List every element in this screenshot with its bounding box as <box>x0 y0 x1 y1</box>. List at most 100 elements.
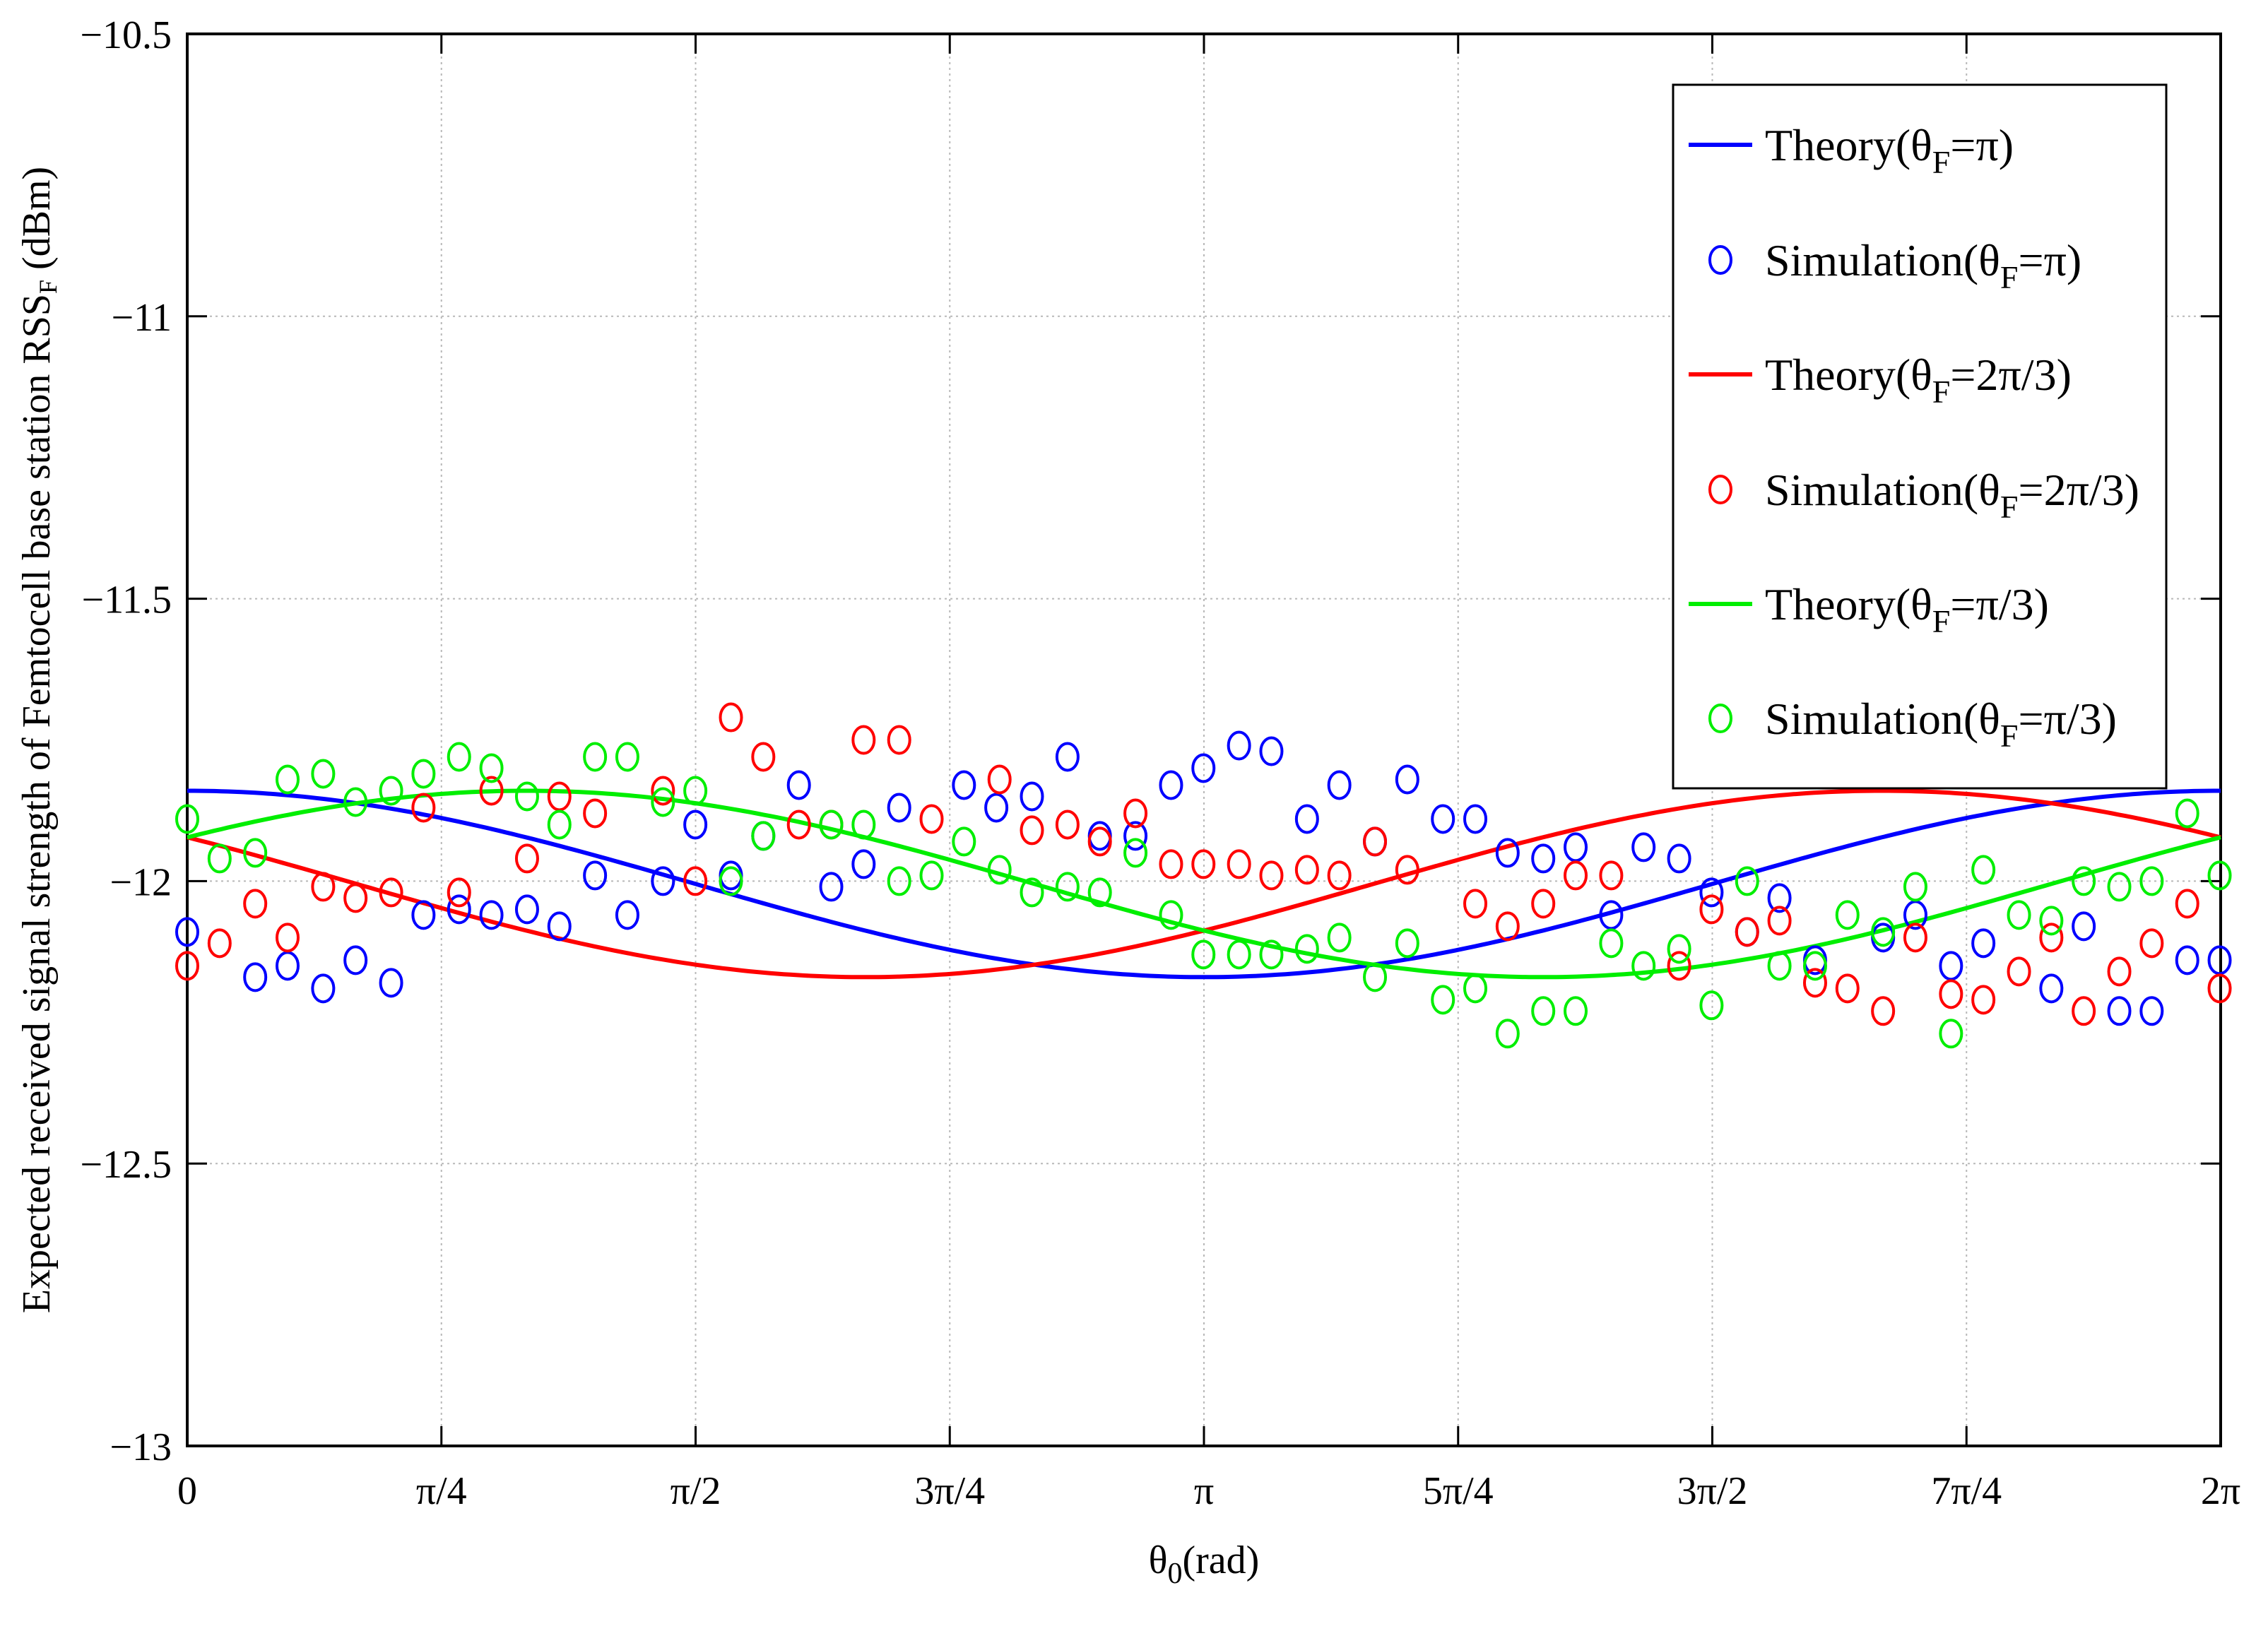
sim-marker-green <box>547 809 572 840</box>
sim-marker-blue <box>411 900 436 930</box>
sim-marker-blue <box>583 860 608 891</box>
sim-marker-green <box>175 804 199 834</box>
sim-marker-blue <box>1123 821 1148 851</box>
sim-marker-blue <box>2072 911 2096 942</box>
sim-marker-red <box>1871 996 1896 1026</box>
sim-marker-green <box>2072 866 2096 896</box>
sim-marker-green <box>987 855 1012 885</box>
sim-marker-red <box>1055 809 1080 840</box>
sim-marker-green <box>1159 900 1183 930</box>
sim-marker-green <box>1835 900 1860 930</box>
y-axis-label-rest: (dBm) <box>15 167 59 280</box>
theory-line-blue <box>187 788 2221 980</box>
x-tick-label: 0 <box>177 1469 197 1513</box>
sim-marker-red <box>1123 798 1148 829</box>
y-axis-label-sub: F <box>34 280 62 294</box>
sim-marker-blue <box>1971 928 1996 959</box>
sim-marker-green <box>2007 900 2031 930</box>
x-tick-label: 5π/4 <box>1423 1469 1494 1513</box>
sim-marker-green <box>1531 996 1556 1026</box>
sim-marker-green <box>1327 923 1352 953</box>
legend-marker-green <box>1708 704 1732 733</box>
legend-marker-red <box>1708 475 1732 504</box>
sim-marker-blue <box>1191 753 1216 783</box>
sim-marker-red <box>1599 860 1624 891</box>
x-tick-label: π/4 <box>416 1469 467 1513</box>
sim-marker-green <box>1564 996 1588 1026</box>
sim-marker-green <box>819 809 844 840</box>
x-axis-label-sub: 0 <box>1168 1558 1183 1590</box>
sim-marker-red <box>919 804 944 834</box>
sim-marker-green <box>1463 973 1488 1004</box>
sim-marker-blue <box>1294 804 1319 834</box>
sim-marker-blue <box>243 962 268 992</box>
sim-marker-green <box>1020 877 1044 908</box>
legend-box <box>1672 83 2168 790</box>
sim-marker-red <box>2072 996 2096 1026</box>
sim-marker-red <box>1363 826 1388 857</box>
x-axis-label: θ0(rad) <box>1149 1538 1260 1590</box>
sim-marker-red <box>1395 855 1419 885</box>
legend-theory-label-green-main: Theory(θ <box>1765 579 1932 629</box>
sim-marker-blue <box>819 872 844 902</box>
sim-marker-red <box>1087 826 1112 857</box>
sim-marker-green <box>275 764 300 795</box>
sim-marker-red <box>1667 951 1691 981</box>
legend-sim-label-red-rest: =2π/3) <box>2018 465 2139 515</box>
legend-theory-label-red-rest: =2π/3) <box>1950 350 2072 400</box>
sim-marker-red <box>1835 973 1860 1004</box>
sim-marker-green <box>1294 934 1319 964</box>
sim-marker-green <box>583 742 608 772</box>
sim-marker-blue <box>379 968 403 998</box>
sim-marker-red <box>1327 860 1352 891</box>
y-axis-label: Expected received signal strength of Fem… <box>15 167 62 1313</box>
sim-marker-green <box>651 787 675 817</box>
sim-marker-green <box>1767 951 1792 981</box>
sim-marker-blue <box>1227 730 1251 761</box>
sim-marker-blue <box>2139 996 2164 1026</box>
sim-marker-red <box>1294 855 1319 885</box>
legend-theory-label-green: Theory(θF=π/3) <box>1765 579 2049 639</box>
legend-sim-label-green: Simulation(θF=π/3) <box>1765 694 2117 754</box>
sim-marker-red <box>1259 860 1284 891</box>
sim-marker-green <box>1123 838 1148 868</box>
x-tick-label: 7π/4 <box>1931 1469 2002 1513</box>
sim-marker-green <box>2107 872 2132 902</box>
legend-theory-label-red-sub: F <box>1932 374 1951 410</box>
sim-marker-blue <box>1463 804 1488 834</box>
sim-marker-blue <box>1431 804 1455 834</box>
sim-marker-red <box>1020 815 1044 846</box>
sim-marker-red <box>411 793 436 823</box>
sim-marker-green <box>2175 798 2199 829</box>
sim-marker-green <box>1735 866 1759 896</box>
sim-marker-red <box>987 764 1012 795</box>
sim-marker-red <box>2139 928 2164 959</box>
sim-marker-blue <box>1667 843 1691 874</box>
x-tick-label: π/2 <box>671 1469 721 1513</box>
sim-marker-green <box>1802 951 1827 981</box>
x-tick-label: 3π/4 <box>914 1469 985 1513</box>
legend-sim-label-red: Simulation(θF=2π/3) <box>1765 465 2139 525</box>
legend-sim-label-blue-main: Simulation(θ <box>1765 235 2000 285</box>
sim-marker-green <box>411 759 436 789</box>
legend-theory-label-blue-main: Theory(θ <box>1765 120 1932 170</box>
sim-marker-green <box>2139 866 2164 896</box>
y-tick-label: −11 <box>111 296 172 340</box>
sim-marker-red <box>311 872 336 902</box>
sim-marker-blue <box>651 866 675 896</box>
legend-sim-label-green-rest: =π/3) <box>2018 694 2117 744</box>
sim-marker-green <box>1939 1019 1963 1049</box>
sim-marker-blue <box>2175 945 2199 975</box>
sim-marker-red <box>1495 911 1520 942</box>
sim-marker-blue <box>683 809 708 840</box>
sim-marker-red <box>243 889 268 919</box>
sim-marker-green <box>1667 934 1691 964</box>
legend-sim-label-blue: Simulation(θF=π) <box>1765 235 2081 295</box>
sim-marker-green <box>447 742 471 772</box>
sim-marker-green <box>1259 939 1284 970</box>
sim-marker-green <box>479 753 504 783</box>
theory-line-green <box>187 788 2221 980</box>
sim-marker-blue <box>1395 764 1419 795</box>
sim-marker-blue <box>851 849 876 879</box>
